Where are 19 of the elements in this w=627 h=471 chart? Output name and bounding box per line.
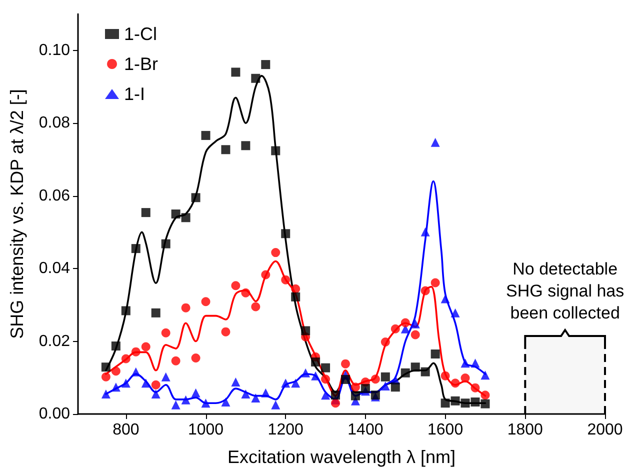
x-tick-label: 1200	[268, 422, 304, 438]
x-tick-label: 800	[112, 422, 140, 438]
x-tick-label: 1400	[348, 422, 384, 438]
x-tick-label: 1000	[188, 422, 224, 438]
x-axis-title: Excitation wavelength λ [nm]	[227, 447, 456, 467]
y-tick-label: 0.02	[38, 332, 70, 350]
y-tick-label: 0.06	[38, 187, 70, 204]
x-tick-label: 2000	[587, 422, 623, 438]
x-tick-label: 1600	[428, 422, 464, 438]
x-tick-label: 1800	[507, 422, 544, 438]
y-axis-title: SHG intensity vs. KDP at λ/2 [-]	[7, 89, 27, 339]
y-tick-label: 0.00	[38, 406, 70, 422]
legend-label: 1-Br	[124, 54, 158, 74]
y-tick-label: 0.04	[38, 260, 70, 278]
legend-label: 1-I	[124, 84, 146, 104]
y-tick-label: 0.08	[38, 114, 70, 132]
legend-label: 1-Cl	[124, 24, 158, 44]
y-tick-label: 0.10	[38, 42, 70, 59]
band-label: No detectable SHG signal has been collected	[506, 260, 624, 322]
